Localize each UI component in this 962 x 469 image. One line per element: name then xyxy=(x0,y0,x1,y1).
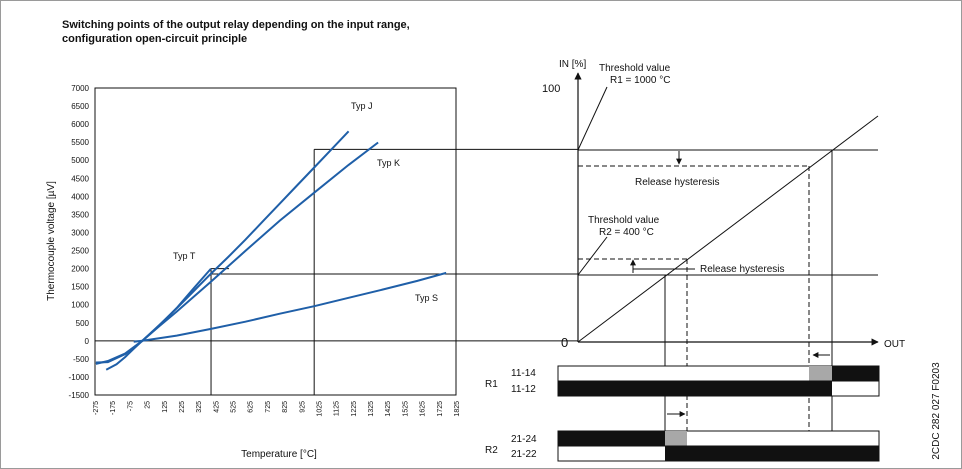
r1-11-14-on xyxy=(832,366,879,381)
y-tick-label: 1500 xyxy=(71,283,89,292)
r1-11-14-transition xyxy=(809,366,832,381)
curve-label: Typ S xyxy=(415,293,438,303)
y-tick-label: 1000 xyxy=(71,301,89,310)
y-tick-label: 2500 xyxy=(71,247,89,256)
r2-21-24-on xyxy=(558,431,665,446)
x-tick-label: 925 xyxy=(299,401,306,413)
y-tick-labels: 7000650060005500500045004000350030002500… xyxy=(69,84,90,400)
x-tick-label: 1125 xyxy=(334,401,341,416)
curve-typ-j xyxy=(105,130,350,371)
x-tick-label: 1525 xyxy=(402,401,409,417)
r2-21-22-on xyxy=(665,446,879,461)
curve-label: Typ J xyxy=(351,101,373,111)
y-tick-label: 7000 xyxy=(71,84,89,93)
input-diagonal xyxy=(577,115,879,343)
x-tick-label: 1725 xyxy=(437,401,444,417)
x-tick-label: 825 xyxy=(282,401,289,413)
curve-typ-t xyxy=(95,267,212,365)
curve-label: Typ K xyxy=(377,158,400,168)
curve-label: Typ T xyxy=(173,251,196,261)
x-tick-label: 1325 xyxy=(368,401,375,417)
curve-typ-s xyxy=(133,271,447,343)
x-tick-label: 625 xyxy=(248,401,255,413)
r1-label: R1 xyxy=(485,379,498,390)
x-tick-label: 1825 xyxy=(454,401,461,417)
relay-timing: 11-14 11-12 R1 21-24 21-22 R2 xyxy=(485,352,880,462)
y-tick-label: 3500 xyxy=(71,210,89,219)
x-tick-label: -175 xyxy=(110,401,117,415)
x-tick-label: 1225 xyxy=(351,401,358,417)
y-tick-label: 5500 xyxy=(71,138,89,147)
y-tick-label: 6000 xyxy=(71,120,89,129)
out-label: OUT xyxy=(884,339,905,350)
r2-label: R2 xyxy=(485,445,498,456)
x-tick-label: 425 xyxy=(213,401,220,413)
figure-title: Switching points of the output relay dep… xyxy=(62,18,410,46)
x-tick-label: 1625 xyxy=(420,401,427,417)
title-line-2: configuration open-circuit principle xyxy=(62,33,248,45)
r2-contact-21-22: 21-22 xyxy=(511,449,537,460)
curve-typ-k xyxy=(95,141,379,364)
origin-label: 0 xyxy=(561,335,568,350)
y-axis-label: Thermocouple voltage [µV] xyxy=(46,181,57,301)
y-tick-label: 500 xyxy=(76,319,90,328)
threshold-r1-text-1: Threshold value xyxy=(599,63,671,74)
y-tick-label: 4000 xyxy=(71,192,89,201)
y-tick-label: -1500 xyxy=(69,391,90,400)
r1-11-12-on xyxy=(558,381,832,396)
r2-contact-21-24: 21-24 xyxy=(511,434,537,445)
r1-contact-11-14: 11-14 xyxy=(511,368,536,379)
threshold-r1-text-2: R1 = 1000 °C xyxy=(610,75,670,86)
threshold-r2-leader xyxy=(577,236,608,276)
x-tick-label: 225 xyxy=(179,401,186,413)
reference-lines xyxy=(210,148,578,395)
x-tick-label: -75 xyxy=(127,401,134,411)
y-tick-label: 3000 xyxy=(71,228,89,237)
x-tick-labels: -275 -175 -75 25 125 225 325 425 525 625 725 825 925… xyxy=(93,401,461,417)
y-100-label: 100 xyxy=(542,83,560,95)
y-tick-label: -1000 xyxy=(69,373,90,382)
y-tick-label: 6500 xyxy=(71,102,89,111)
x-tick-label: 1425 xyxy=(385,401,392,417)
r2-21-24-transition xyxy=(665,431,687,446)
y-tick-label: 2000 xyxy=(71,265,89,274)
x-tick-label: 25 xyxy=(145,401,152,409)
x-axis-label: Temperature [°C] xyxy=(241,449,317,460)
in-percent-label: IN [%] xyxy=(559,59,586,70)
hysteresis-diagram: IN [%] 100 0 OUT Threshold value R1 = 10… xyxy=(542,59,905,449)
title-line-1: Switching points of the output relay dep… xyxy=(62,19,410,31)
y-tick-label: 4500 xyxy=(71,174,89,183)
x-tick-label: 325 xyxy=(196,401,203,413)
y-tick-label: 0 xyxy=(85,337,90,346)
thermocouple-curves xyxy=(95,130,447,371)
plot-border xyxy=(94,87,457,396)
release-hysteresis-1-text: Release hysteresis xyxy=(635,177,719,188)
release-hysteresis-2-text: Release hysteresis xyxy=(700,264,784,275)
y-tick-label: -500 xyxy=(73,355,90,364)
x-tick-label: 1025 xyxy=(316,401,323,417)
r1-contact-11-12: 11-12 xyxy=(511,384,536,395)
threshold-r1-leader xyxy=(577,86,608,151)
curve-labels: Typ J Typ K Typ T Typ S xyxy=(173,101,438,303)
threshold-r2-text-1: Threshold value xyxy=(588,215,660,226)
y-tick-label: 5000 xyxy=(71,156,89,165)
thermocouple-chart: 7000650060005500500045004000350030002500… xyxy=(46,84,578,460)
x-tick-label: 725 xyxy=(265,401,272,413)
x-tick-label: 125 xyxy=(162,401,169,413)
x-tick-label: 525 xyxy=(231,401,238,413)
figure-id: 2CDC 282 027 F0203 xyxy=(931,362,942,460)
x-tick-label: -275 xyxy=(93,401,100,415)
threshold-r2-text-2: R2 = 400 °C xyxy=(599,227,654,238)
